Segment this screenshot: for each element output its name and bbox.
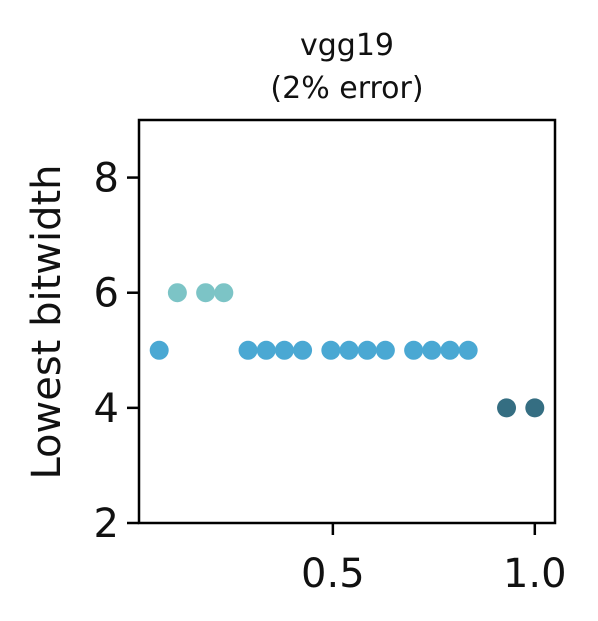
- data-point: [256, 340, 276, 360]
- y-tick-label: 4: [94, 386, 119, 432]
- data-point: [357, 340, 377, 360]
- y-axis-label: Lowest bitwidth: [24, 164, 70, 479]
- data-point: [422, 340, 442, 360]
- chart-title: vgg19: [300, 28, 394, 63]
- chart-subtitle: (2% error): [270, 71, 423, 106]
- data-point: [293, 340, 313, 360]
- data-point: [339, 340, 359, 360]
- data-point: [214, 283, 234, 303]
- y-tick-label: 6: [94, 271, 119, 317]
- x-tick-label: 0.5: [301, 551, 365, 597]
- data-point: [525, 398, 545, 418]
- x-tick-label: 1.0: [503, 551, 567, 597]
- data-point: [440, 340, 460, 360]
- data-point: [274, 340, 294, 360]
- y-axis: 2 4 6 8: [94, 156, 139, 547]
- y-tick-label: 2: [94, 501, 119, 547]
- data-point: [375, 340, 395, 360]
- data-point: [404, 340, 424, 360]
- data-points: [149, 283, 545, 418]
- data-point: [458, 340, 478, 360]
- plot-frame: [137, 118, 557, 525]
- data-point: [167, 283, 187, 303]
- y-tick-label: 8: [94, 156, 119, 202]
- data-point: [321, 340, 341, 360]
- data-point: [497, 398, 517, 418]
- data-point: [238, 340, 258, 360]
- data-point: [196, 283, 216, 303]
- x-axis: 0.5 1.0: [301, 523, 567, 597]
- data-point: [149, 340, 169, 360]
